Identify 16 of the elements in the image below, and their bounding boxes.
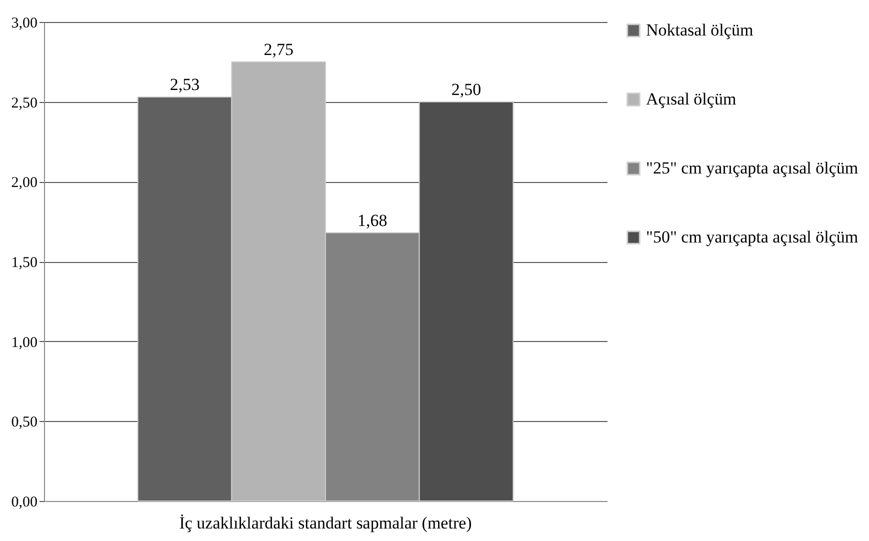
y-tick-label: 1,00 bbox=[11, 334, 38, 351]
y-tick-label: 2,50 bbox=[11, 95, 38, 112]
y-tick-label: 2,00 bbox=[11, 175, 38, 192]
legend-label: Noktasal ölçüm bbox=[646, 20, 754, 40]
y-tick-label: 1,50 bbox=[11, 255, 38, 271]
data-label: 2,50 bbox=[451, 80, 482, 99]
data-label: 2,53 bbox=[170, 75, 200, 94]
x-tick-label: İç uzaklıklardaki standart sapmalar (metre) bbox=[179, 514, 472, 532]
y-tick-label: 3,00 bbox=[11, 16, 38, 32]
data-label: 1,68 bbox=[358, 210, 388, 230]
legend-label: "25" cm yarıçapta açısal ölçüm bbox=[646, 158, 858, 178]
legend-label: "50" cm yarıçapta açısal ölçüm bbox=[646, 228, 858, 246]
data-label: 2,75 bbox=[264, 40, 294, 59]
y-tick-label: 0,00 bbox=[11, 494, 38, 510]
legend-label: Açısal ölçüm bbox=[646, 90, 736, 108]
y-tick-label: 0,50 bbox=[11, 414, 38, 431]
